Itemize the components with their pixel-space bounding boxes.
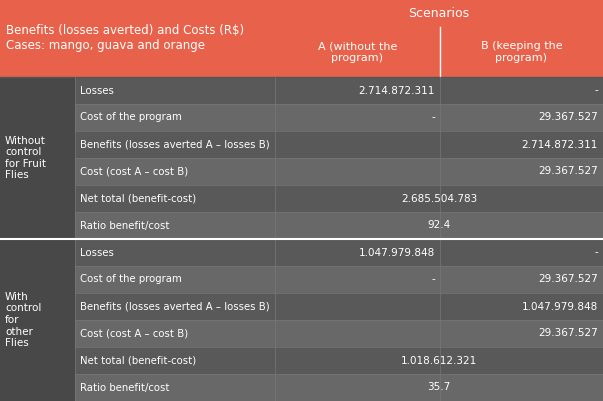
Text: Ratio benefit/cost: Ratio benefit/cost [80,221,169,231]
Bar [75,158,275,185]
Bar [275,374,603,401]
Bar [275,212,603,239]
Bar [75,185,275,212]
Text: Ratio benefit/cost: Ratio benefit/cost [80,383,169,393]
Bar [75,212,275,239]
Bar [440,77,603,104]
Text: Benefits (losses averted) and Costs (R$)
Cases: mango, guava and orange: Benefits (losses averted) and Costs (R$)… [6,24,244,53]
Bar [75,347,275,374]
Text: -: - [594,85,598,95]
Text: 29.367.527: 29.367.527 [538,275,598,284]
Text: 1.047.979.848: 1.047.979.848 [522,302,598,312]
Bar [75,374,275,401]
Bar [275,131,440,158]
Bar [440,158,603,185]
Text: B (keeping the
program): B (keeping the program) [481,41,563,63]
Bar [440,266,603,293]
Bar [75,77,275,104]
Bar [440,239,603,266]
Bar [75,320,275,347]
Text: Cost of the program: Cost of the program [80,275,182,284]
Text: Without
control
for Fruit
Flies: Without control for Fruit Flies [5,136,46,180]
Text: A (without the
program): A (without the program) [318,41,397,63]
Bar [0,239,75,401]
Bar [440,27,603,77]
Text: With
control
for
other
Flies: With control for other Flies [5,292,42,348]
Text: Net total (benefit-cost): Net total (benefit-cost) [80,356,196,365]
Bar [440,320,603,347]
Text: 35.7: 35.7 [428,383,450,393]
Bar [440,293,603,320]
Text: 1.018.612.321: 1.018.612.321 [401,356,477,365]
Bar [275,104,440,131]
Bar [0,0,275,77]
Bar [275,0,603,27]
Text: 29.367.527: 29.367.527 [538,328,598,338]
Text: Scenarios: Scenarios [408,7,470,20]
Text: 2.714.872.311: 2.714.872.311 [522,140,598,150]
Bar [75,104,275,131]
Text: Cost of the program: Cost of the program [80,113,182,122]
Text: Net total (benefit-cost): Net total (benefit-cost) [80,194,196,203]
Bar [275,27,440,77]
Text: Losses: Losses [80,247,114,257]
Text: 2.685.504.783: 2.685.504.783 [401,194,477,203]
Text: -: - [431,113,435,122]
Text: 1.047.979.848: 1.047.979.848 [359,247,435,257]
Bar [275,320,440,347]
Bar [75,239,275,266]
Bar [440,131,603,158]
Text: -: - [594,247,598,257]
Bar [75,293,275,320]
Bar [275,185,603,212]
Bar [275,239,440,266]
Text: Losses: Losses [80,85,114,95]
Bar [75,266,275,293]
Text: -: - [431,275,435,284]
Bar [275,158,440,185]
Bar [275,293,440,320]
Text: 2.714.872.311: 2.714.872.311 [359,85,435,95]
Text: Benefits (losses averted A – losses B): Benefits (losses averted A – losses B) [80,302,270,312]
Text: Cost (cost A – cost B): Cost (cost A – cost B) [80,328,188,338]
Text: 29.367.527: 29.367.527 [538,113,598,122]
Bar [0,77,75,239]
Text: Cost (cost A – cost B): Cost (cost A – cost B) [80,166,188,176]
Bar [275,347,603,374]
Text: Benefits (losses averted A – losses B): Benefits (losses averted A – losses B) [80,140,270,150]
Bar [275,266,440,293]
Bar [275,77,440,104]
Text: 92.4: 92.4 [428,221,450,231]
Bar [75,131,275,158]
Bar [440,104,603,131]
Text: 29.367.527: 29.367.527 [538,166,598,176]
